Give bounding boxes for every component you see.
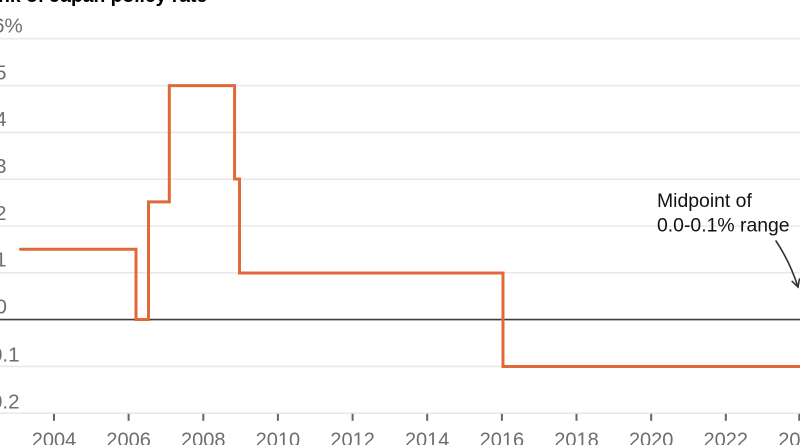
svg-text:−0.1: −0.1: [0, 344, 19, 367]
svg-text:0.5: 0.5: [0, 61, 7, 84]
svg-text:0.0-0.1% range: 0.0-0.1% range: [657, 215, 790, 237]
svg-text:0.1: 0.1: [0, 249, 7, 272]
svg-text:2008: 2008: [181, 430, 226, 445]
svg-text:2022: 2022: [704, 430, 749, 445]
svg-text:0.3: 0.3: [0, 155, 7, 178]
svg-text:Midpoint of: Midpoint of: [657, 190, 752, 212]
svg-text:2016: 2016: [480, 430, 525, 445]
svg-text:2018: 2018: [554, 430, 599, 445]
svg-text:−0.2: −0.2: [0, 390, 19, 413]
svg-text:2020: 2020: [629, 430, 674, 445]
svg-text:0.2: 0.2: [0, 202, 7, 225]
svg-text:0: 0: [0, 296, 7, 319]
svg-text:2006: 2006: [106, 430, 151, 445]
svg-text:2024: 2024: [778, 430, 800, 445]
svg-text:2012: 2012: [330, 430, 375, 445]
svg-text:2004: 2004: [32, 430, 77, 445]
svg-text:2010: 2010: [256, 430, 301, 445]
svg-text:0.4: 0.4: [0, 108, 7, 131]
svg-text:Bank of Japan policy rate: Bank of Japan policy rate: [0, 0, 207, 7]
svg-text:2014: 2014: [405, 430, 450, 445]
svg-text:0.6%: 0.6%: [0, 15, 23, 38]
